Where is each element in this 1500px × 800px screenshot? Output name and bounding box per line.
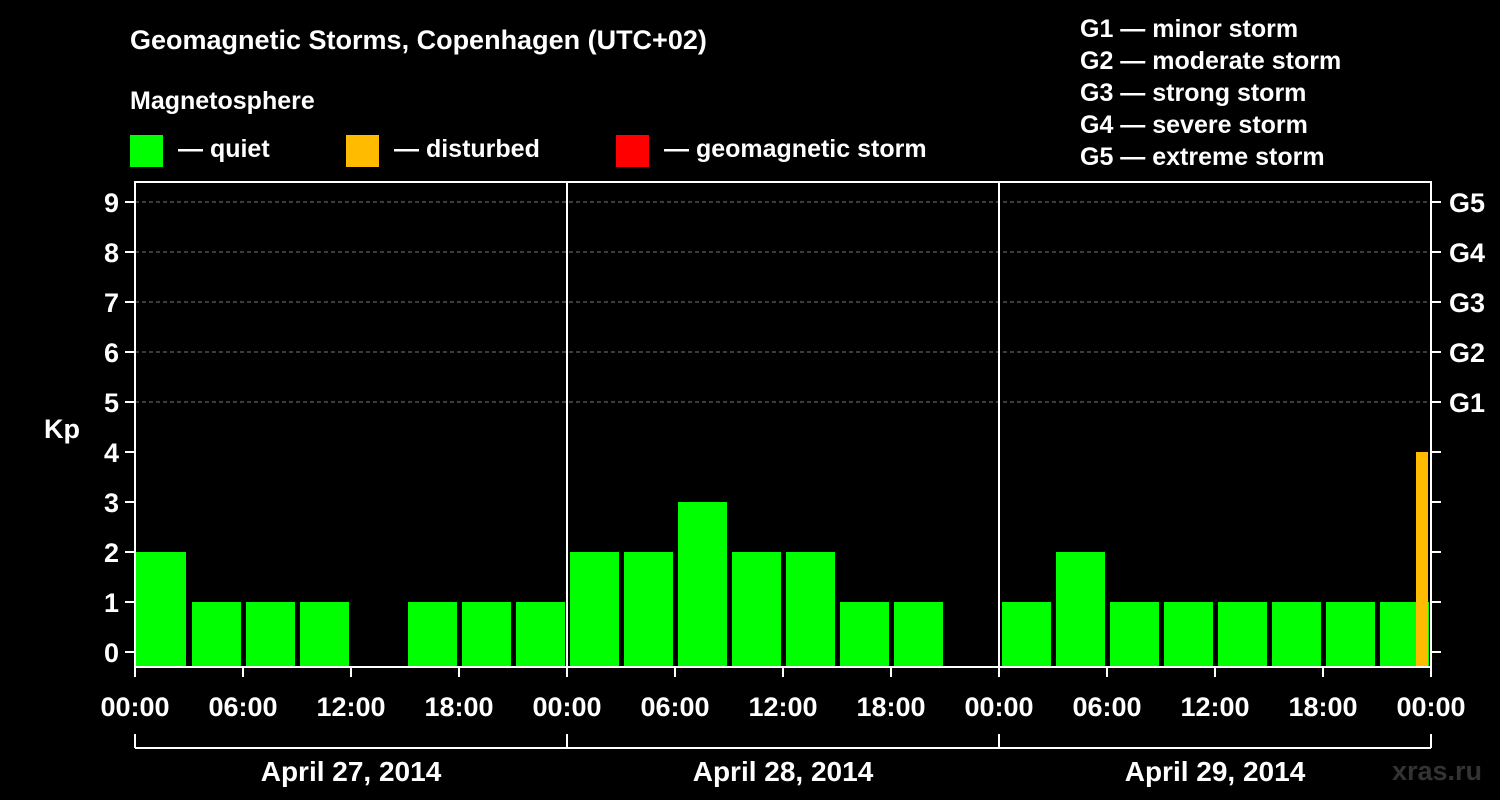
plot-border bbox=[134, 181, 1432, 668]
legend-label-quiet: — quiet bbox=[178, 135, 270, 163]
x-tick-label: 00:00 bbox=[100, 692, 169, 722]
date-label: April 29, 2014 bbox=[1125, 756, 1306, 787]
kp-bar bbox=[300, 602, 349, 667]
kp-bar bbox=[570, 552, 619, 667]
kp-bar bbox=[516, 602, 565, 667]
kp-bar bbox=[1110, 602, 1159, 667]
x-tick-label: 00:00 bbox=[964, 692, 1033, 722]
x-tick-label: 12:00 bbox=[748, 692, 817, 722]
kp-bar bbox=[624, 552, 673, 667]
scale-legend-g3: G3 — strong storm bbox=[1080, 79, 1306, 107]
grid-lines bbox=[135, 182, 1431, 667]
legend-label-storm: — geomagnetic storm bbox=[664, 135, 927, 163]
x-tick-label: 06:00 bbox=[640, 692, 709, 722]
y-tick-label: 5 bbox=[104, 388, 119, 418]
y-tick-label: 8 bbox=[104, 238, 119, 268]
g-level-label: G4 bbox=[1449, 238, 1485, 268]
date-label: April 28, 2014 bbox=[693, 756, 874, 787]
x-tick-label: 12:00 bbox=[316, 692, 385, 722]
date-label: April 27, 2014 bbox=[261, 756, 442, 787]
x-tick-label: 18:00 bbox=[1288, 692, 1357, 722]
scale-legend-g2: G2 — moderate storm bbox=[1080, 47, 1341, 75]
legend-label-disturbed: — disturbed bbox=[394, 135, 540, 163]
y-tick-label: 9 bbox=[104, 188, 119, 218]
x-tick-label: 00:00 bbox=[1396, 692, 1465, 722]
kp-bar bbox=[462, 602, 511, 667]
kp-bar bbox=[1272, 602, 1321, 667]
plot-frame bbox=[125, 181, 1441, 749]
kp-bar bbox=[246, 602, 295, 667]
x-tick-label: 18:00 bbox=[856, 692, 925, 722]
y-tick-label: 7 bbox=[104, 288, 119, 318]
y-axis-label: Kp bbox=[44, 414, 80, 444]
y-tick-label: 2 bbox=[104, 538, 119, 568]
g-level-label: G3 bbox=[1449, 288, 1485, 318]
legend-swatch-disturbed bbox=[346, 135, 379, 167]
y-tick-label: 4 bbox=[104, 438, 119, 468]
y-tick-label: 0 bbox=[104, 638, 119, 668]
g-level-label: G5 bbox=[1449, 188, 1485, 218]
x-tick-label: 12:00 bbox=[1180, 692, 1249, 722]
kp-bar bbox=[1002, 602, 1051, 667]
y-tick-label: 1 bbox=[104, 588, 119, 618]
magnetosphere-label: Magnetosphere bbox=[130, 87, 315, 115]
chart-title: Geomagnetic Storms, Copenhagen (UTC+02) bbox=[130, 25, 707, 55]
kp-bar-current bbox=[1416, 452, 1428, 667]
kp-bar bbox=[678, 502, 727, 667]
y-tick-label: 6 bbox=[104, 338, 119, 368]
x-tick-label: 18:00 bbox=[424, 692, 493, 722]
bars bbox=[136, 452, 1429, 667]
kp-bar bbox=[192, 602, 241, 667]
kp-bar bbox=[894, 602, 943, 667]
scale-legend-g5: G5 — extreme storm bbox=[1080, 143, 1325, 171]
kp-bar bbox=[136, 552, 186, 667]
kp-bar bbox=[786, 552, 835, 667]
scale-legend-g1: G1 — minor storm bbox=[1080, 15, 1298, 43]
kp-bar bbox=[408, 602, 457, 667]
kp-bar bbox=[732, 552, 781, 667]
x-tick-label: 06:00 bbox=[1072, 692, 1141, 722]
y-tick-label: 3 bbox=[104, 488, 119, 518]
g-level-label: G1 bbox=[1449, 388, 1485, 418]
g-level-label: G2 bbox=[1449, 338, 1485, 368]
kp-bar bbox=[840, 602, 889, 667]
kp-bar bbox=[1164, 602, 1213, 667]
kp-bar bbox=[1326, 602, 1375, 667]
x-tick-label: 06:00 bbox=[208, 692, 277, 722]
legend-swatch-storm bbox=[616, 135, 649, 167]
scale-legend-g4: G4 — severe storm bbox=[1080, 111, 1308, 139]
kp-bar bbox=[1056, 552, 1105, 667]
watermark: xras.ru bbox=[1392, 756, 1482, 786]
kp-bar bbox=[1218, 602, 1267, 667]
legend-swatch-quiet bbox=[130, 135, 163, 167]
x-tick-label: 00:00 bbox=[532, 692, 601, 722]
axis-labels: 0 1 2 3 4 5 6 7 8 9 G1 G2 G3 G4 G5 00:00 06:00 12:00 18:00… bbox=[100, 188, 1485, 787]
